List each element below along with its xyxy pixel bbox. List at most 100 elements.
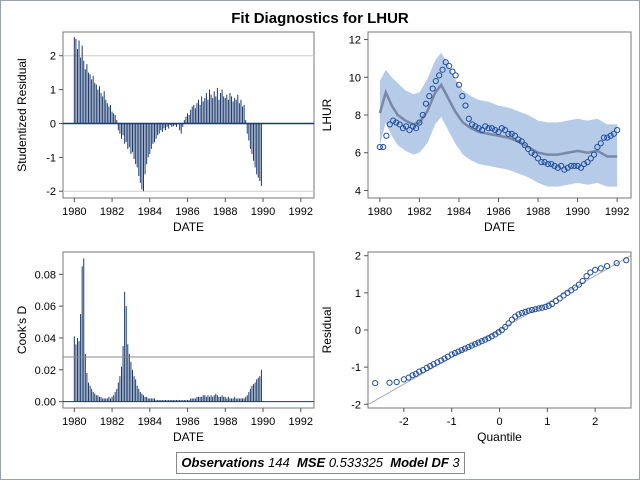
x-tick-label: 1982 xyxy=(100,206,124,218)
x-tick-label: 2 xyxy=(592,416,598,428)
x-tick-label: 1980 xyxy=(62,416,86,428)
x-tick-label: 1982 xyxy=(407,206,431,218)
y-tick-label: 1 xyxy=(50,85,56,97)
observed-point xyxy=(445,62,453,70)
qq-point xyxy=(482,336,489,343)
qq-point xyxy=(535,305,542,312)
observed-point xyxy=(554,164,561,171)
qq-point xyxy=(461,345,469,352)
observed-point xyxy=(399,125,407,132)
qq-point xyxy=(485,335,492,342)
qq-point xyxy=(502,323,509,331)
observed-point xyxy=(422,100,430,107)
observed-point xyxy=(538,159,545,166)
observed-point xyxy=(607,132,614,139)
x-tick-label: 1992 xyxy=(605,206,629,218)
qq-point xyxy=(583,273,590,280)
observations-label: Observations xyxy=(181,455,265,470)
observed-point xyxy=(558,162,565,170)
observed-point xyxy=(590,151,598,158)
observed-point xyxy=(597,140,604,147)
x-tick-label: 1988 xyxy=(526,206,550,218)
qq-point xyxy=(542,303,549,311)
qq-point xyxy=(545,302,552,309)
observed-point xyxy=(541,159,548,166)
observed-point xyxy=(383,132,390,139)
fit-plot: 1980 1982 1984 1986 1988 1990 1992 4 6 8 10 12 DATE L… xyxy=(320,31,632,234)
qq-point xyxy=(518,309,526,317)
cook-plot: 1980 1982 1984 1986 1988 1990 1992 0.00 0.02 0.04… xyxy=(15,251,315,444)
observed-point xyxy=(403,123,410,130)
qq-point xyxy=(427,362,434,370)
y-tick-label: 8 xyxy=(355,110,361,122)
observed-point xyxy=(439,66,446,73)
qq-point xyxy=(451,349,459,357)
observed-point xyxy=(465,115,472,122)
x-axis-label: Quantile xyxy=(477,430,522,444)
qq-point xyxy=(623,257,630,264)
qq-point xyxy=(575,281,582,288)
mse-label: MSE xyxy=(297,455,326,470)
observed-point xyxy=(390,117,397,124)
qq-point xyxy=(455,348,462,355)
qq-point xyxy=(549,300,556,308)
observed-point xyxy=(614,126,621,134)
qq-point xyxy=(538,304,546,311)
qq-point xyxy=(472,341,479,348)
y-tick-label: 0 xyxy=(355,325,361,337)
x-tick-label: 1986 xyxy=(486,206,510,218)
y-axis-label: Studentized Residual xyxy=(15,58,29,171)
observed-point xyxy=(551,162,558,170)
qq-point xyxy=(532,306,539,313)
x-tick-label: 1990 xyxy=(251,206,275,218)
observed-point xyxy=(544,160,552,168)
qq-marks xyxy=(368,255,631,405)
observed-point xyxy=(495,128,502,136)
y-tick-label: 0.02 xyxy=(35,365,56,377)
observed-point xyxy=(604,134,611,141)
x-axis-label: DATE xyxy=(173,220,204,234)
y-axis-label: LHUR xyxy=(320,98,334,131)
observed-point xyxy=(452,72,459,79)
observed-point xyxy=(561,166,568,173)
y-tick-label: 4 xyxy=(355,185,361,197)
x-tick-label: -1 xyxy=(447,416,457,428)
observed-point xyxy=(449,68,456,75)
observed-point xyxy=(531,151,538,158)
observed-point xyxy=(482,123,489,130)
y-axis-label: Residual xyxy=(320,307,334,354)
y-tick-label: 2 xyxy=(355,251,361,263)
qq-plot: -2 -1 0 1 2 -2 -1 0 1 2 Quantile Residual xyxy=(320,251,632,444)
x-tick-label: -2 xyxy=(399,416,409,428)
observed-point xyxy=(393,119,400,126)
x-tick-label: 1988 xyxy=(213,416,237,428)
observed-point xyxy=(594,143,601,151)
observed-point xyxy=(548,160,555,168)
x-tick-label: 1980 xyxy=(62,206,86,218)
qq-point xyxy=(478,338,485,345)
y-tick-label: 0 xyxy=(50,118,56,130)
qq-point xyxy=(522,308,529,315)
observed-point xyxy=(462,102,469,109)
qq-point xyxy=(468,342,475,349)
qq-point xyxy=(556,295,563,302)
observed-point xyxy=(419,111,426,119)
observed-point xyxy=(610,130,617,137)
observed-point xyxy=(574,162,581,170)
qq-point xyxy=(475,339,482,346)
qq-point xyxy=(613,260,620,267)
qq-point xyxy=(525,307,532,314)
y-tick-label: 10 xyxy=(349,72,361,84)
observed-point xyxy=(577,164,585,171)
qq-point xyxy=(592,266,599,273)
x-tick-label: 0 xyxy=(496,416,502,428)
y-tick-label: 1 xyxy=(355,288,361,300)
qq-point xyxy=(528,306,536,314)
qq-point xyxy=(597,265,604,272)
observed-point xyxy=(525,145,532,153)
qq-point xyxy=(386,379,393,386)
x-tick-label: 1988 xyxy=(213,206,237,218)
y-tick-label: -2 xyxy=(46,186,56,198)
y-tick-label: 0.08 xyxy=(35,269,56,281)
